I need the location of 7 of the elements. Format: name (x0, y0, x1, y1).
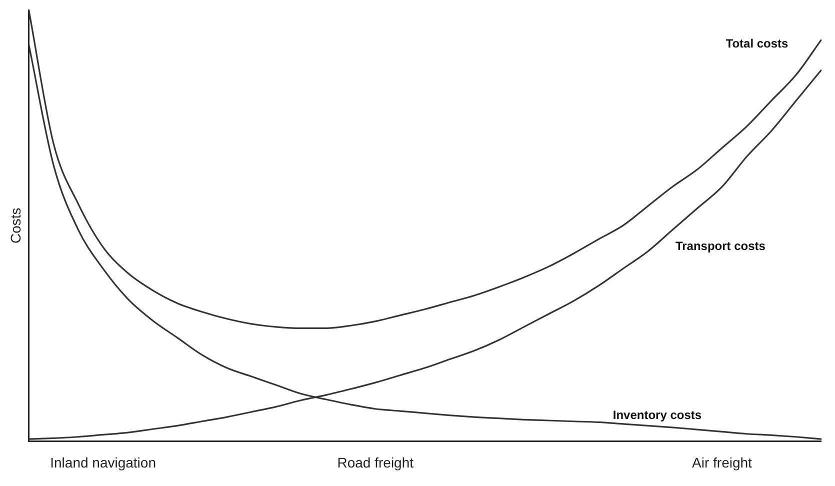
x-tick-label: Inland navigation (50, 454, 156, 470)
x-tick-label: Road freight (337, 454, 414, 470)
series-label: Total costs (726, 36, 789, 50)
series-label: Inventory costs (612, 408, 702, 422)
y-axis-title: Costs (7, 208, 24, 244)
series-label: Transport costs (675, 239, 766, 254)
x-tick-label: Air freight (692, 454, 752, 470)
